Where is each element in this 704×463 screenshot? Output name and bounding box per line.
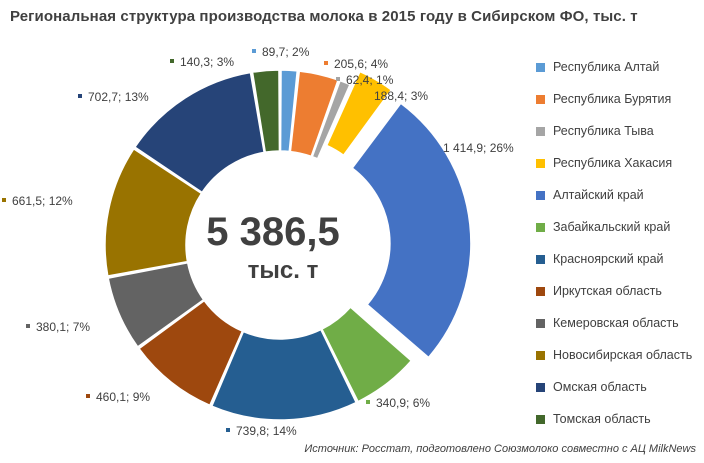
data-label: 1 414,9; 26% bbox=[443, 141, 514, 155]
data-label: 739,8; 14% bbox=[236, 424, 297, 438]
legend: Республика Алтай Республика Бурятия Респуб… bbox=[530, 60, 700, 444]
legend-label: Омская область bbox=[553, 380, 647, 394]
legend-item: Кемеровская область bbox=[530, 316, 700, 348]
pie-slice bbox=[325, 70, 393, 157]
legend-swatch bbox=[536, 223, 545, 232]
legend-item: Республика Хакасия bbox=[530, 156, 700, 188]
legend-label: Иркутская область bbox=[553, 284, 662, 298]
legend-item: Омская область bbox=[530, 380, 700, 412]
data-label-marker bbox=[170, 59, 174, 63]
data-label: 188,4; 3% bbox=[374, 89, 428, 103]
data-label-marker bbox=[364, 93, 368, 97]
legend-swatch bbox=[536, 351, 545, 360]
legend-swatch bbox=[536, 127, 545, 136]
pie-slice bbox=[351, 102, 472, 359]
data-label-marker bbox=[433, 145, 437, 149]
legend-item: Иркутская область bbox=[530, 284, 700, 316]
pie-slice bbox=[104, 147, 203, 277]
data-label: 89,7; 2% bbox=[262, 45, 310, 59]
data-label: 62,4; 1% bbox=[346, 73, 394, 87]
legend-swatch bbox=[536, 255, 545, 264]
pie-slice bbox=[137, 299, 244, 407]
center-unit: тыс. т bbox=[248, 257, 319, 284]
legend-swatch bbox=[536, 319, 545, 328]
data-label-marker bbox=[226, 428, 230, 432]
pie-slice bbox=[279, 69, 299, 153]
legend-label: Республика Бурятия bbox=[553, 92, 672, 106]
legend-swatch bbox=[536, 287, 545, 296]
legend-swatch bbox=[536, 95, 545, 104]
data-label: 661,5; 12% bbox=[12, 194, 73, 208]
pie-slice bbox=[311, 79, 351, 160]
legend-item: Новосибирская область bbox=[530, 348, 700, 380]
legend-swatch bbox=[536, 415, 545, 424]
legend-label: Красноярский край bbox=[553, 252, 664, 266]
pie-slice bbox=[251, 69, 281, 154]
legend-item: Алтайский край bbox=[530, 188, 700, 220]
data-label-marker bbox=[26, 324, 30, 328]
pie-slice bbox=[133, 71, 265, 194]
legend-swatch bbox=[536, 63, 545, 72]
data-label-marker bbox=[78, 94, 82, 98]
legend-label: Алтайский край bbox=[553, 188, 644, 202]
legend-label: Республика Хакасия bbox=[553, 156, 673, 170]
legend-label: Республика Тыва bbox=[553, 124, 654, 138]
data-label-marker bbox=[2, 198, 6, 202]
legend-swatch bbox=[536, 383, 545, 392]
legend-item: Республика Тыва bbox=[530, 124, 700, 156]
data-label: 340,9; 6% bbox=[376, 396, 430, 410]
legend-swatch bbox=[536, 159, 545, 168]
data-label: 140,3; 3% bbox=[180, 55, 234, 69]
data-label: 380,1; 7% bbox=[36, 320, 90, 334]
data-label: 205,6; 4% bbox=[334, 57, 388, 71]
data-label-marker bbox=[86, 394, 90, 398]
legend-label: Новосибирская область bbox=[553, 348, 693, 362]
center-total: 5 386,5 bbox=[206, 210, 339, 254]
legend-label: Республика Алтай bbox=[553, 60, 660, 74]
legend-item: Томская область bbox=[530, 412, 700, 444]
legend-item: Забайкальский край bbox=[530, 220, 700, 252]
pie-slice bbox=[210, 328, 358, 421]
pie-slice bbox=[289, 70, 340, 158]
pie-slice bbox=[107, 261, 205, 348]
data-label: 702,7; 13% bbox=[88, 90, 149, 104]
legend-label: Кемеровская область bbox=[553, 316, 679, 330]
data-label: 460,1; 9% bbox=[96, 390, 150, 404]
legend-item: Республика Бурятия bbox=[530, 92, 700, 124]
legend-item: Республика Алтай bbox=[530, 60, 700, 92]
data-label-marker bbox=[336, 77, 340, 81]
data-label-marker bbox=[252, 49, 256, 53]
legend-label: Томская область bbox=[553, 412, 651, 426]
legend-label: Забайкальский край bbox=[553, 220, 671, 234]
pie-slice bbox=[320, 306, 413, 403]
data-label-marker bbox=[366, 400, 370, 404]
chart-title: Региональная структура производства моло… bbox=[10, 8, 638, 25]
data-label-marker bbox=[324, 61, 328, 65]
source-note: Источник: Росстат, подготовлено Союзмоло… bbox=[304, 443, 696, 455]
legend-swatch bbox=[536, 191, 545, 200]
legend-item: Красноярский край bbox=[530, 252, 700, 284]
